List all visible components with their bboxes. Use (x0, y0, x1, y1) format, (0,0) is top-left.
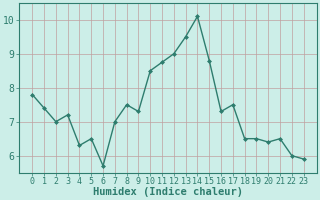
X-axis label: Humidex (Indice chaleur): Humidex (Indice chaleur) (93, 187, 243, 197)
